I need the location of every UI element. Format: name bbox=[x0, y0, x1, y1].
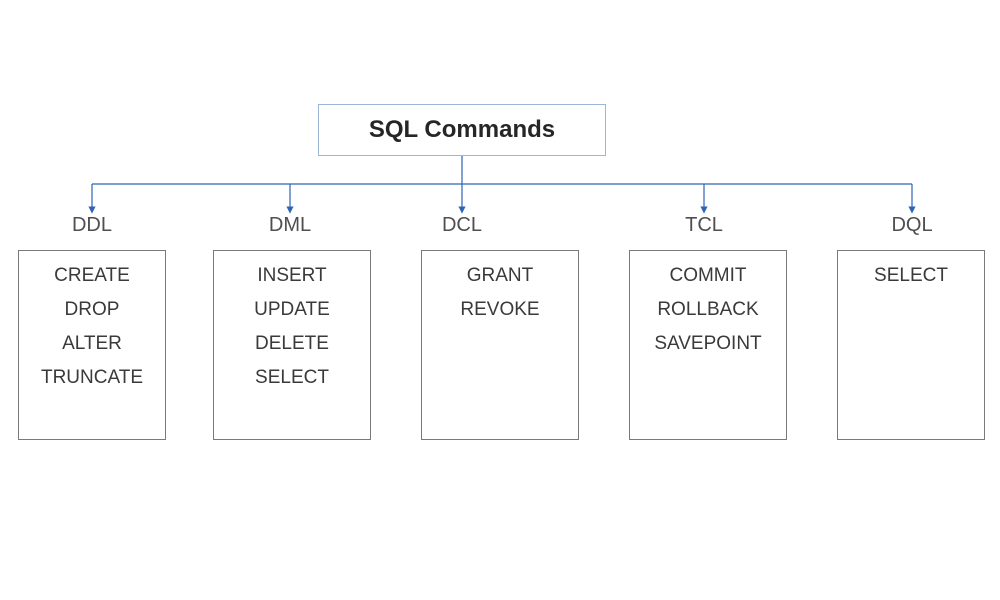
command-dql-select: SELECT bbox=[838, 265, 984, 287]
command-tcl-commit: COMMIT bbox=[630, 265, 786, 287]
command-dml-update: UPDATE bbox=[214, 299, 370, 321]
command-tcl-rollback: ROLLBACK bbox=[630, 299, 786, 321]
category-box-tcl: COMMIT ROLLBACK SAVEPOINT bbox=[629, 250, 787, 440]
command-ddl-create: CREATE bbox=[19, 265, 165, 287]
category-label-tcl: TCL bbox=[685, 214, 723, 237]
diagram-canvas: SQL Commands DDL CREATE DROP ALTER TRUNCATE D… bbox=[0, 0, 1000, 600]
command-dcl-grant: GRANT bbox=[422, 265, 578, 287]
category-box-ddl: CREATE DROP ALTER TRUNCATE bbox=[18, 250, 166, 440]
command-ddl-alter: ALTER bbox=[19, 333, 165, 355]
command-dml-delete: DELETE bbox=[214, 333, 370, 355]
category-label-dql: DQL bbox=[891, 214, 932, 237]
root-node: SQL Commands bbox=[318, 104, 606, 156]
command-ddl-drop: DROP bbox=[19, 299, 165, 321]
category-label-dml: DML bbox=[269, 214, 311, 237]
command-tcl-savepoint: SAVEPOINT bbox=[630, 333, 786, 355]
command-dcl-revoke: REVOKE bbox=[422, 299, 578, 321]
category-box-dql: SELECT bbox=[837, 250, 985, 440]
category-label-dcl: DCL bbox=[442, 214, 482, 237]
command-ddl-truncate: TRUNCATE bbox=[19, 367, 165, 389]
root-label: SQL Commands bbox=[369, 116, 555, 144]
command-dml-insert: INSERT bbox=[214, 265, 370, 287]
category-box-dcl: GRANT REVOKE bbox=[421, 250, 579, 440]
command-dml-select: SELECT bbox=[214, 367, 370, 389]
category-label-ddl: DDL bbox=[72, 214, 112, 237]
category-box-dml: INSERT UPDATE DELETE SELECT bbox=[213, 250, 371, 440]
